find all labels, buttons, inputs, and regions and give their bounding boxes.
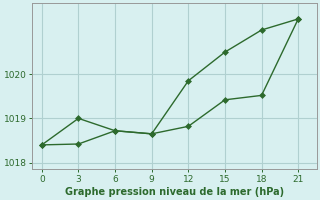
X-axis label: Graphe pression niveau de la mer (hPa): Graphe pression niveau de la mer (hPa): [65, 187, 284, 197]
